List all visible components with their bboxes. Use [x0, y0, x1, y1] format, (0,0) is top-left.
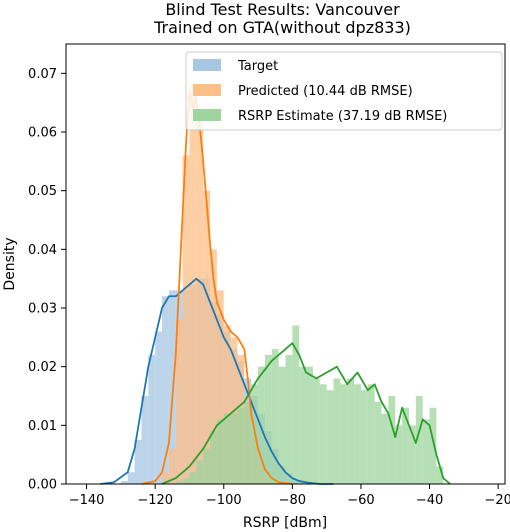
hist-bar — [360, 390, 368, 484]
hist-bar — [354, 384, 361, 484]
x-tick-label: −40 — [416, 493, 443, 508]
y-tick-label: 0.02 — [28, 360, 57, 375]
legend-swatch-predicted — [193, 84, 221, 96]
kde-line-rsrp-estimate — [161, 342, 451, 485]
y-tick-label: 0.04 — [28, 243, 57, 258]
hist-bar — [175, 481, 183, 484]
hist-bar — [278, 366, 286, 484]
x-tick-label: −140 — [69, 493, 105, 508]
hist-bar — [306, 366, 313, 484]
chart-subtitle: Trained on GTA(without dpz833) — [154, 18, 411, 37]
hist-bar — [415, 396, 423, 484]
hist-bar — [422, 419, 430, 484]
hist-bar — [162, 472, 169, 484]
hist-bar — [203, 190, 211, 485]
hist-bar — [408, 425, 416, 484]
chart-title: Blind Test Results: Vancouver — [165, 0, 400, 19]
hist-bar — [168, 290, 176, 484]
plot-area — [100, 85, 451, 485]
hist-bar — [429, 407, 437, 484]
hist-bar — [182, 478, 190, 484]
hist-bar — [395, 425, 403, 484]
hist-bar — [285, 354, 293, 484]
hist-bar — [381, 413, 389, 484]
x-axis-label: RSRP [dBm] — [243, 515, 327, 531]
kde-line-target — [100, 277, 334, 485]
hist-bar — [148, 354, 156, 484]
x-tick-label: −60 — [347, 493, 374, 508]
hist-bar — [182, 155, 190, 484]
hist-bar — [319, 384, 327, 484]
x-tick-label: −120 — [137, 493, 173, 508]
legend-label-rsrp-estimate: RSRP Estimate (37.19 dB RMSE) — [238, 109, 447, 124]
hist-bar — [340, 384, 348, 484]
y-tick-label: 0.05 — [28, 184, 57, 199]
hist-bar — [210, 249, 217, 484]
x-tick-label: −20 — [484, 493, 510, 508]
hist-bar — [134, 440, 142, 484]
x-axis: −140 −120 −100 −80 −60 −40 −20 — [69, 484, 510, 508]
hist-bar — [168, 448, 176, 484]
hist-bar — [162, 296, 169, 484]
hist-bar — [203, 448, 211, 484]
hist-bar — [326, 390, 334, 484]
hist-bar — [141, 396, 149, 484]
legend: Target Predicted (10.44 dB RMSE) RSRP Es… — [185, 51, 503, 131]
y-tick-label: 0.03 — [28, 302, 57, 317]
hist-bar — [127, 472, 135, 484]
hist-bar — [436, 466, 444, 484]
hist-bar — [312, 378, 320, 484]
hist-bar — [347, 378, 355, 484]
legend-label-predicted: Predicted (10.44 dB RMSE) — [238, 84, 413, 99]
hist-bar — [175, 319, 183, 484]
hist-bar — [120, 481, 128, 484]
y-axis: 0.00 0.01 0.02 0.03 0.04 0.05 0.06 0.07 — [28, 67, 66, 493]
x-tick-label: −80 — [279, 493, 306, 508]
legend-swatch-target — [193, 59, 221, 71]
hist-bar — [292, 325, 300, 484]
hist-bar — [230, 413, 238, 484]
hist-bar — [244, 401, 252, 484]
hist-bar — [196, 120, 204, 485]
hist-bar — [374, 401, 382, 484]
hist-bar — [210, 431, 217, 484]
y-axis-label: Density — [2, 237, 18, 290]
hist-bar — [264, 354, 272, 484]
hist-bar — [271, 349, 279, 484]
hist-bar — [155, 331, 163, 484]
hist-bar — [367, 384, 375, 484]
kde-line-predicted — [141, 90, 293, 485]
legend-box — [185, 51, 503, 131]
hist-bar — [196, 460, 204, 484]
y-tick-label: 0.06 — [28, 126, 57, 141]
hist-bar — [189, 472, 197, 484]
y-tick-label: 0.07 — [28, 67, 57, 82]
hist-bar — [237, 407, 245, 484]
hist-bar — [333, 378, 341, 484]
hist-bar — [258, 366, 265, 484]
hist-bar — [216, 419, 224, 484]
hist-bar — [299, 366, 307, 484]
hist-bar — [402, 407, 409, 484]
hist-bar — [223, 413, 231, 484]
x-tick-label: −100 — [206, 493, 242, 508]
y-tick-label: 0.01 — [28, 419, 57, 434]
y-tick-label: 0.00 — [28, 478, 57, 493]
plot-frame — [65, 43, 506, 485]
hist-bar — [189, 85, 197, 484]
hist-bar — [388, 396, 396, 484]
hist-bar — [216, 290, 224, 484]
legend-swatch-rsrp-estimate — [193, 109, 221, 121]
legend-label-target: Target — [237, 59, 278, 74]
hist-bar — [223, 325, 231, 484]
